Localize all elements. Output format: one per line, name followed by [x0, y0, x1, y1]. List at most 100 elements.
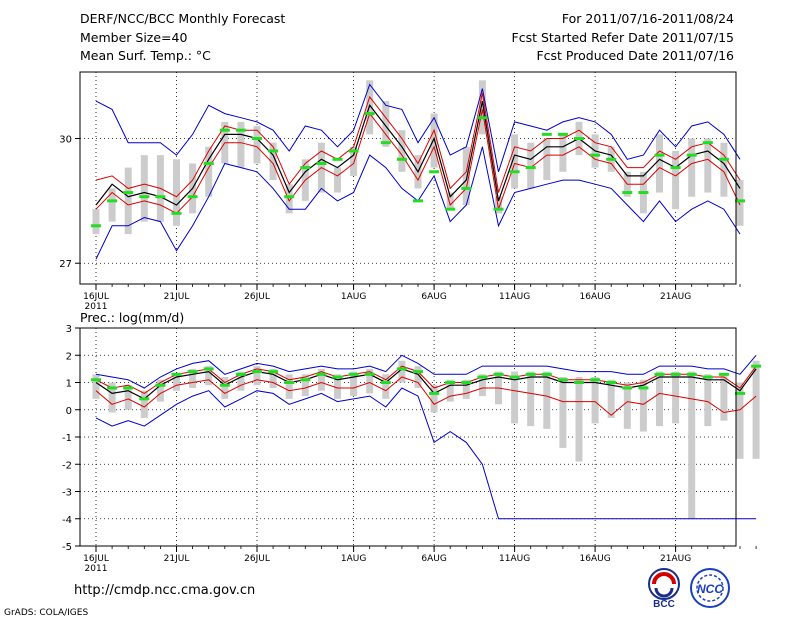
- x-tick-label: 16AUG: [580, 554, 611, 564]
- spread-box: [478, 374, 486, 397]
- x-tick-label: 21AUG: [660, 292, 691, 302]
- spread-box: [430, 385, 438, 413]
- spread-box: [156, 379, 164, 402]
- spread-box: [221, 377, 229, 399]
- x-year-label: 2011: [85, 302, 108, 312]
- y-tick-label: 0: [66, 406, 72, 417]
- x-tick-label: 11AUG: [499, 292, 530, 302]
- spread-box: [672, 150, 680, 210]
- spread-box: [559, 377, 567, 448]
- spread-box: [672, 371, 680, 424]
- x-tick-label: 16AUG: [580, 292, 611, 302]
- y-tick-label: 27: [59, 259, 72, 270]
- grads-credit: GrADS: COLA/IGES: [4, 608, 89, 618]
- spread-box: [140, 390, 148, 418]
- spread-box: [478, 80, 486, 135]
- spread-box: [607, 379, 615, 418]
- panel-precipitation: -5 -4 -3 -2 -1 0 1 2 3 16JUL 21JUL 26JUL 1AUG 6AUG 11A…: [62, 324, 762, 574]
- spread-box: [495, 196, 502, 214]
- spread-box: [704, 138, 712, 193]
- y-tick-label: -4: [62, 515, 72, 526]
- spread-box: [237, 371, 245, 391]
- spread-box: [398, 130, 406, 172]
- spread-box: [511, 134, 519, 189]
- spread-box: [511, 371, 519, 424]
- y-tick-label: 3: [66, 324, 72, 335]
- spread-box: [269, 142, 277, 181]
- x-tick-label: 21JUL: [164, 292, 190, 302]
- fcst-produced-date: Fcst Produced Date 2011/07/16: [536, 48, 734, 63]
- y-tick-label: -5: [62, 542, 72, 553]
- spread-box: [639, 379, 647, 432]
- spread-lower-line: [95, 109, 741, 214]
- spread-box: [237, 121, 245, 168]
- spread-box: [334, 374, 341, 399]
- spread-box: [350, 371, 358, 397]
- x-tick-label: 6AUG: [421, 554, 446, 564]
- spread-box: [543, 371, 551, 429]
- spread-lower-line: [95, 376, 757, 416]
- x-tick-label: 1AUG: [341, 554, 366, 564]
- spread-box: [205, 146, 213, 197]
- spread-box: [623, 382, 631, 429]
- spread-box: [285, 374, 293, 399]
- ncc-logo: NCC: [690, 568, 730, 608]
- spread-box: [285, 184, 293, 214]
- x-tick-label: 21AUG: [660, 554, 691, 564]
- spread-upper-line: [95, 92, 741, 198]
- x-tick-label: 26JUL: [244, 292, 270, 302]
- spread-box: [108, 188, 116, 222]
- x-tick-label: 6AUG: [421, 292, 446, 302]
- envelope-max-line: [95, 354, 757, 389]
- spread-box: [704, 374, 712, 427]
- spread-box: [591, 377, 599, 424]
- spread-box: [189, 368, 197, 388]
- forecast-period: For 2011/07/16-2011/08/24: [561, 11, 734, 26]
- spread-box: [575, 377, 583, 462]
- spread-box: [92, 374, 100, 399]
- panel-temperature: 27 30 16JUL 21JUL 26JUL 1AUG 6AUG 11AUG 16AUG 21A…: [59, 71, 745, 312]
- x-tick-label: 16JUL: [83, 554, 109, 564]
- spread-box: [656, 371, 663, 427]
- source-url[interactable]: http://cmdp.ncc.cma.gov.cn: [74, 583, 256, 598]
- spread-box: [462, 146, 470, 206]
- bcc-logo: BCC: [648, 568, 680, 610]
- precip-panel-title: Prec.: log(mm/d): [80, 310, 185, 325]
- spread-box: [253, 126, 261, 164]
- spread-box: [92, 209, 100, 235]
- spread-box: [398, 360, 406, 383]
- spread-box: [446, 192, 454, 210]
- forecast-title: DERF/NCC/BCC Monthly Forecast: [80, 11, 286, 26]
- fcst-started-date: Fcst Started Refer Date 2011/07/15: [511, 30, 735, 45]
- y-tick-label: -3: [62, 488, 72, 499]
- spread-box: [656, 134, 663, 193]
- spread-box: [124, 385, 132, 410]
- spread-box: [253, 366, 261, 386]
- spread-box: [140, 155, 148, 222]
- y-tick-label: -2: [62, 460, 72, 471]
- bcc-logo-text: BCC: [653, 599, 675, 610]
- spread-box: [559, 134, 567, 172]
- spread-box: [382, 101, 390, 147]
- spread-box: [350, 146, 358, 176]
- x-tick-label: 1AUG: [341, 292, 366, 302]
- spread-box: [301, 374, 309, 397]
- spread-box: [366, 80, 374, 135]
- spread-box: [205, 366, 213, 386]
- plot-frame: [79, 71, 737, 285]
- spread-box: [124, 167, 132, 235]
- x-tick-label: 11AUG: [499, 554, 530, 564]
- spread-box: [543, 138, 551, 181]
- x-tick-label: 21JUL: [164, 554, 190, 564]
- envelope-min-line: [95, 387, 757, 520]
- spread-box: [527, 371, 535, 427]
- spread-box: [720, 374, 728, 421]
- spread-box: [446, 379, 454, 402]
- y-tick-label: -1: [62, 433, 72, 444]
- spread-box: [269, 368, 277, 388]
- spread-box: [462, 379, 470, 399]
- x-year-label: 2011: [85, 564, 108, 574]
- spread-box: [317, 368, 325, 391]
- spread-box: [688, 138, 696, 197]
- member-size-label: Member Size=40: [80, 30, 188, 45]
